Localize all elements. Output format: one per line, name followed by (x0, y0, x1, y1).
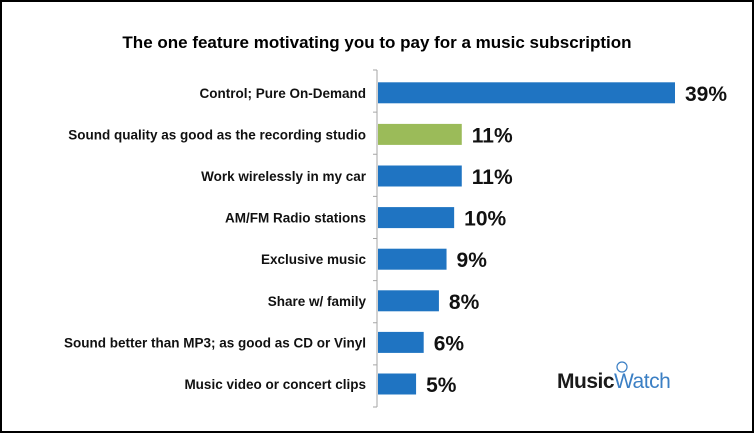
value-label: 11% (472, 124, 513, 147)
category-label: Music video or concert clips (184, 377, 366, 392)
logo-watch-text: Watch (614, 370, 671, 393)
value-label: 11% (472, 166, 513, 189)
value-label: 9% (457, 249, 488, 272)
chart-axis (373, 69, 378, 408)
category-label: AM/FM Radio stations (225, 211, 366, 226)
bar-5 (378, 248, 447, 270)
value-labels: 39% 11% 11% 10% 9% 8% 6% 5% (426, 83, 727, 397)
category-label: Share w/ family (268, 294, 367, 309)
category-labels: Control; Pure On-Demand Sound quality as … (64, 86, 367, 392)
bar-1 (378, 82, 675, 104)
bar-8 (378, 373, 417, 395)
category-label: Sound better than MP3; as good as CD or … (64, 335, 366, 350)
bar-2 (378, 123, 462, 145)
category-label: Work wirelessly in my car (201, 169, 367, 184)
value-label: 8% (449, 291, 480, 314)
value-label: 39% (685, 83, 727, 106)
bar-6 (378, 290, 439, 312)
chart-title: The one feature motivating you to pay fo… (122, 33, 632, 52)
category-label: Sound quality as good as the recording s… (68, 127, 366, 142)
logo-music-text: Music (557, 370, 615, 393)
value-label: 10% (464, 208, 506, 231)
musicwatch-logo: MusicWatch (557, 370, 671, 394)
category-label: Exclusive music (261, 252, 367, 267)
value-label: 5% (426, 374, 457, 397)
category-label: Control; Pure On-Demand (199, 86, 366, 101)
value-label: 6% (434, 332, 465, 355)
bar-7 (378, 331, 424, 353)
bars (378, 82, 675, 395)
logo-swoosh-icon (616, 361, 628, 373)
bar-4 (378, 207, 455, 229)
bar-3 (378, 165, 462, 187)
